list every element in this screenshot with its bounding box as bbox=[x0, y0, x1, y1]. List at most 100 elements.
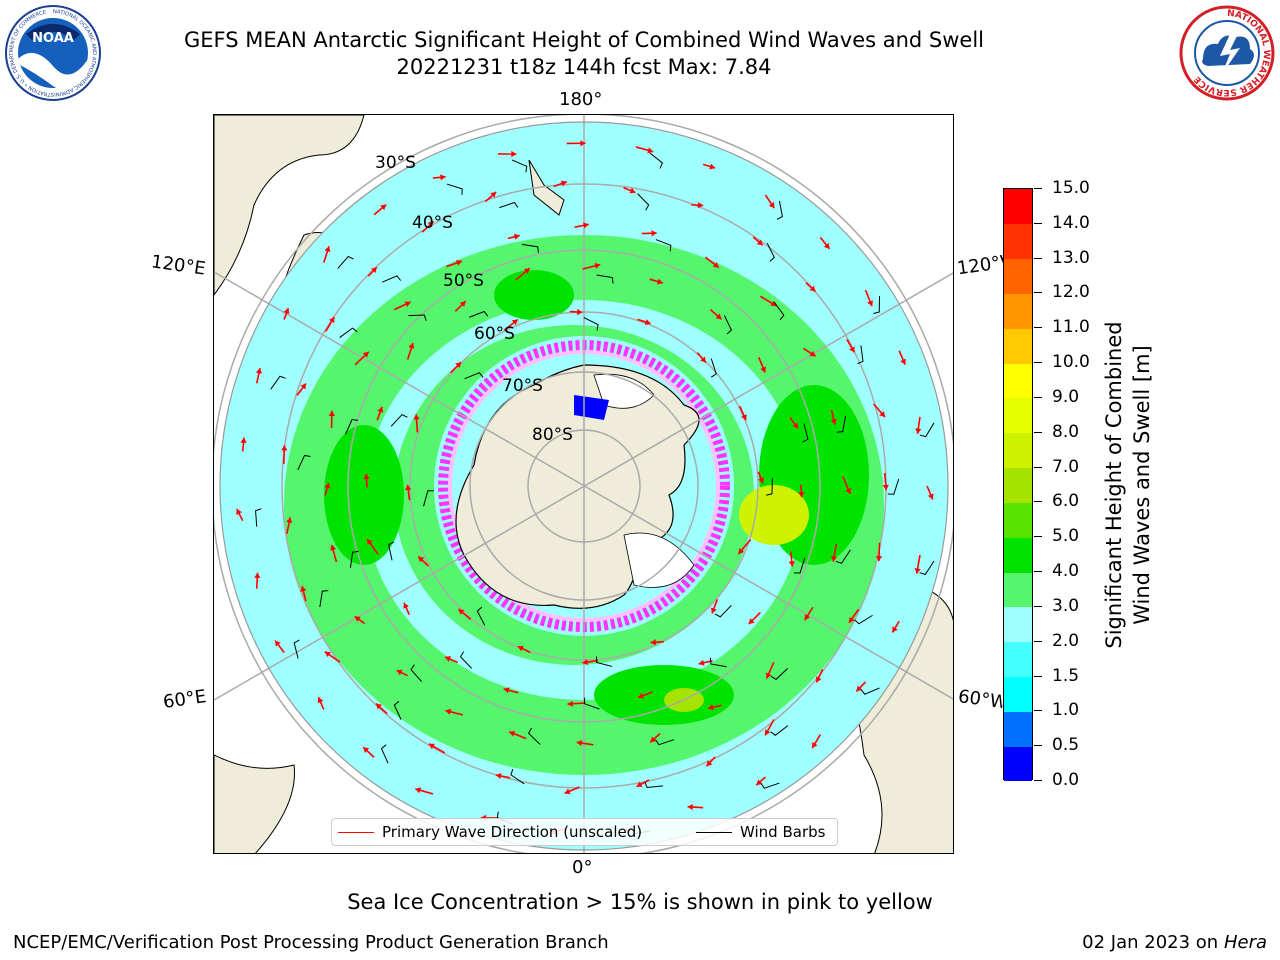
wind-barb bbox=[423, 490, 434, 507]
wave-arrow-head bbox=[513, 233, 520, 240]
colorbar-tick bbox=[1034, 396, 1042, 398]
primary-wave-swatch bbox=[338, 832, 374, 833]
lat-label-50s: 50°S bbox=[443, 271, 484, 291]
wave-arrow-head bbox=[644, 319, 651, 325]
wave-arrow-head bbox=[765, 672, 772, 679]
wave-arrow-head bbox=[300, 586, 307, 592]
south-america-tip bbox=[214, 115, 365, 296]
wave-arrow-head bbox=[286, 517, 293, 524]
colorbar-band bbox=[1004, 606, 1032, 643]
wave-arrow-head bbox=[647, 147, 654, 154]
map-legend: Primary Wave Direction (unscaled) Wind B… bbox=[331, 818, 838, 846]
wind-barb bbox=[644, 781, 664, 789]
wind-barb bbox=[446, 183, 463, 195]
colorbar-tick-label: 0.0 bbox=[1052, 770, 1080, 790]
wave-arrow-head bbox=[281, 445, 288, 451]
colorbar-tick bbox=[1034, 640, 1042, 642]
primary-wave-arrows bbox=[236, 140, 934, 835]
wave-arrow-head bbox=[362, 351, 369, 358]
wave-arrow-head bbox=[914, 568, 921, 574]
colorbar-band bbox=[1004, 467, 1032, 503]
wind-barb bbox=[854, 614, 873, 625]
wind-barb bbox=[802, 423, 809, 443]
colorbar-band bbox=[1004, 711, 1032, 747]
colorbar-band bbox=[1004, 676, 1032, 712]
wave-arrow-head bbox=[770, 300, 777, 306]
colorbar-tick bbox=[1034, 362, 1042, 364]
colorbar-tick bbox=[1034, 188, 1042, 189]
wave-arrow-head bbox=[354, 616, 361, 622]
wave-arrow-head bbox=[363, 473, 370, 480]
wave-patch-4m bbox=[324, 425, 404, 565]
wind-barb bbox=[760, 782, 780, 789]
ross-ice-shelf bbox=[593, 373, 655, 409]
wave-arrow-head bbox=[275, 640, 281, 647]
wave-arrow-head bbox=[511, 319, 518, 326]
lon-label-60w: 60°W bbox=[956, 685, 1005, 714]
wave-arrow-head bbox=[809, 285, 816, 292]
wave-arrow-head bbox=[738, 548, 745, 554]
wind-barb-swatch bbox=[696, 832, 732, 833]
wave-arrow-head bbox=[380, 204, 387, 211]
wave-arrow-head bbox=[804, 614, 811, 621]
colorbar-tick-label: 1.0 bbox=[1052, 700, 1080, 721]
wave-arrow-head bbox=[809, 350, 816, 357]
colorbar-tick-label: 9.0 bbox=[1052, 386, 1080, 407]
wind-barb bbox=[596, 656, 613, 667]
colorbar-tick-label: 7.0 bbox=[1052, 456, 1080, 477]
wave-arrow-head bbox=[709, 163, 716, 170]
colorbar-tick bbox=[1034, 466, 1042, 468]
wave-arrow-head bbox=[404, 301, 411, 307]
wave-arrow-head bbox=[700, 356, 706, 363]
wind-barb bbox=[836, 415, 847, 433]
colorbar-tick bbox=[1034, 327, 1042, 329]
wave-arrow-head bbox=[240, 437, 247, 444]
colorbar-tick-label: 12.0 bbox=[1052, 282, 1090, 303]
wave-arrow-head bbox=[768, 202, 775, 209]
wave-arrow-head bbox=[370, 267, 377, 274]
wave-arrow-head bbox=[363, 747, 370, 753]
lon-label-180: 180° bbox=[559, 89, 603, 110]
wave-arrow-head bbox=[567, 700, 573, 707]
wave-arrow-head bbox=[458, 609, 465, 615]
wind-barb bbox=[380, 744, 389, 764]
wave-arrow-head bbox=[330, 544, 337, 551]
colorbar-title-line1: Significant Height of Combined bbox=[1102, 321, 1126, 649]
wind-barb bbox=[297, 454, 311, 471]
wind-barb bbox=[835, 549, 851, 564]
wave-arrow-head bbox=[509, 730, 516, 737]
wave-arrow-head bbox=[892, 626, 898, 633]
colorbar-band bbox=[1004, 223, 1032, 260]
wave-arrow-head bbox=[490, 192, 497, 198]
wave-arrow-head bbox=[915, 428, 922, 434]
colorbar-tick-label: 13.0 bbox=[1052, 247, 1090, 268]
colorbar-band bbox=[1004, 572, 1032, 608]
wave-arrow-head bbox=[594, 262, 601, 269]
wave-arrow-head bbox=[849, 346, 855, 353]
wave-arrow-head bbox=[503, 687, 510, 694]
wind-barb bbox=[499, 201, 519, 209]
wave-arrow-head bbox=[324, 651, 331, 658]
wave-arrow-head bbox=[583, 222, 589, 229]
wind-barb bbox=[860, 687, 880, 695]
wave-arrow-head bbox=[283, 308, 290, 315]
colorbar-band bbox=[1004, 432, 1032, 469]
colorbar-band bbox=[1004, 641, 1032, 678]
wave-arrow-head bbox=[580, 140, 586, 147]
colorbar-tick bbox=[1034, 222, 1042, 224]
wind-barb bbox=[714, 604, 732, 618]
wave-arrow-head bbox=[875, 555, 883, 562]
lon-label-60e: 60°E bbox=[161, 686, 208, 713]
wave-arrow-head bbox=[687, 803, 693, 811]
wave-arrow-head bbox=[748, 618, 755, 625]
wind-barb bbox=[857, 345, 864, 365]
lat-label-30s: 30°S bbox=[375, 153, 416, 173]
wave-arrow-head bbox=[710, 607, 717, 614]
colorbar-band bbox=[1004, 293, 1032, 329]
lon-label-120w: 120°W bbox=[955, 251, 1009, 280]
map-panel[interactable] bbox=[213, 114, 954, 854]
wave-arrow-head bbox=[867, 300, 873, 307]
colorbar-tick bbox=[1034, 745, 1042, 747]
wave-arrow-head bbox=[317, 697, 324, 704]
polar-map bbox=[214, 115, 953, 853]
